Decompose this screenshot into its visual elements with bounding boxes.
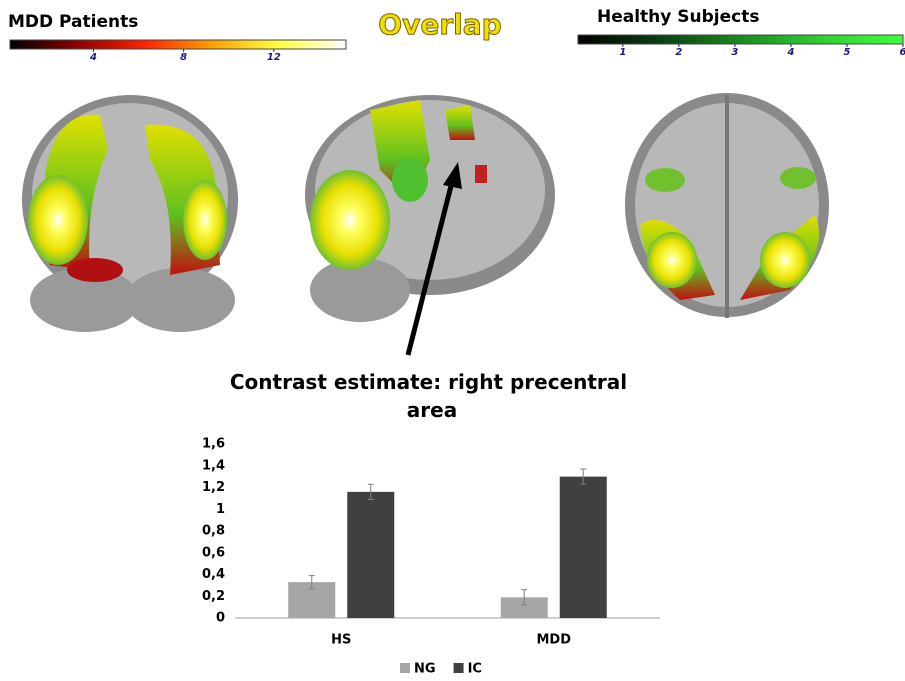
bar <box>347 492 394 618</box>
colorbar-tick-label: 3 <box>731 47 738 58</box>
brain-axial <box>625 93 829 318</box>
chart-title-line: area <box>407 398 457 422</box>
chart-title: Contrast estimate: right precentral area <box>230 370 634 422</box>
y-tick-label: 0,8 <box>202 524 225 539</box>
figure: Overlap Contrast estimate: right precent… <box>0 0 905 677</box>
colorbar <box>10 40 346 49</box>
legend-swatch <box>400 663 410 673</box>
y-tick-label: 0,2 <box>202 589 225 604</box>
y-tick-label: 1,6 <box>202 437 225 452</box>
colorbar-tick-label: 4 <box>89 52 97 63</box>
colorbar-tick-label: 4 <box>786 47 794 58</box>
legend-swatch <box>454 663 464 673</box>
y-tick-label: 1,4 <box>202 458 225 473</box>
colorbar <box>578 35 903 44</box>
colorbar-tick-label: 8 <box>180 52 187 63</box>
y-tick-label: 0,6 <box>202 545 225 560</box>
legend-label: IC <box>468 662 482 677</box>
colorbar-title: Healthy Subjects <box>597 7 759 27</box>
colorbar-tick-label: 5 <box>843 47 850 58</box>
chart-title-line: Contrast estimate: right precentral <box>230 370 627 394</box>
y-tick-label: 1,2 <box>202 480 225 495</box>
overlap-label: Overlap <box>378 8 501 41</box>
y-tick-label: 0,4 <box>202 567 225 582</box>
colorbar-tick-label: 6 <box>900 47 905 58</box>
bar <box>560 477 607 618</box>
colorbar-tick-label: 12 <box>267 52 281 63</box>
x-tick-label: HS <box>331 633 351 648</box>
brain-coronal <box>22 95 238 332</box>
x-tick-label: MDD <box>536 633 571 648</box>
y-tick-label: 1 <box>216 502 225 517</box>
legend-label: NG <box>414 662 436 677</box>
y-tick-label: 0 <box>216 611 225 626</box>
colorbar-title: MDD Patients <box>8 12 138 32</box>
brain-sagittal <box>305 95 555 322</box>
colorbar-tick-label: 1 <box>619 47 626 58</box>
colorbar-tick-label: 2 <box>675 47 682 58</box>
